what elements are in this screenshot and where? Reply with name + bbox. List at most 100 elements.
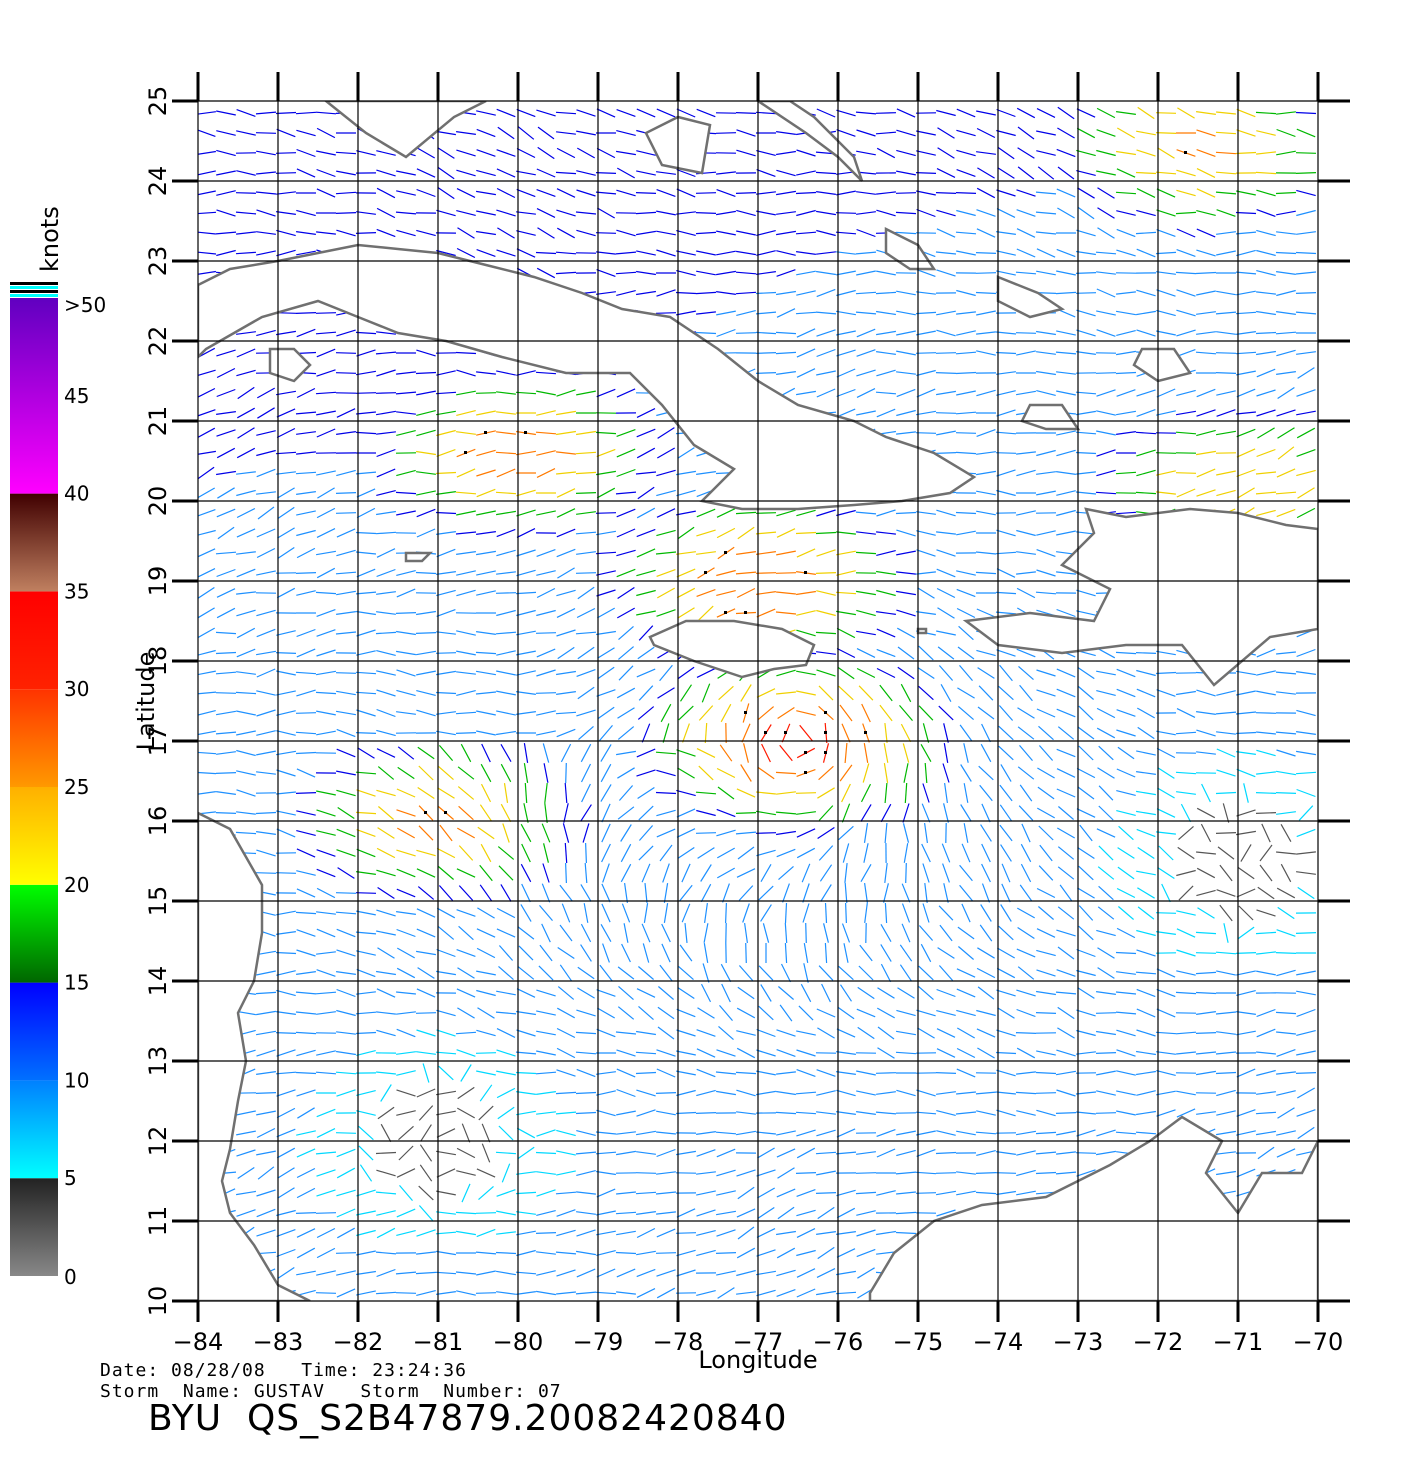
wind-vector — [1135, 431, 1157, 435]
wind-vector — [1136, 188, 1156, 198]
wind-vector — [1176, 690, 1196, 696]
wind-vector — [296, 387, 316, 399]
wind-vector — [776, 1269, 796, 1277]
wind-vector — [536, 1010, 556, 1016]
wind-vector — [597, 207, 615, 219]
wind-vector — [636, 769, 656, 777]
wind-vector — [356, 488, 376, 498]
wind-vector — [636, 1227, 656, 1239]
wind-vector — [416, 928, 436, 938]
wind-vector — [996, 231, 1016, 235]
wind-vector — [1178, 825, 1194, 841]
wind-vector — [676, 250, 696, 256]
wind-vector — [976, 1110, 996, 1116]
y-tick-label: 18 — [144, 646, 172, 677]
wind-vector — [1275, 792, 1297, 794]
wind-vector — [537, 227, 555, 239]
wind-vector — [1115, 1131, 1137, 1135]
wind-vector — [336, 229, 356, 237]
wind-vector — [696, 270, 716, 276]
wind-vector — [576, 1009, 596, 1017]
wind-vector — [1296, 1109, 1316, 1117]
rain-flag — [804, 571, 807, 574]
wind-vector — [657, 427, 675, 439]
wind-vector — [357, 747, 375, 759]
wind-vector — [316, 1169, 336, 1177]
wind-vector — [595, 191, 617, 195]
wind-vector — [915, 1171, 937, 1175]
wind-vector — [399, 1185, 413, 1201]
wind-vector — [995, 1051, 1017, 1055]
wind-vector — [696, 1131, 716, 1135]
wind-vector — [736, 230, 756, 236]
wind-vector — [755, 572, 777, 574]
colorbar-band — [10, 591, 58, 690]
wind-vector — [198, 111, 216, 115]
wind-vector — [376, 207, 396, 219]
wind-vector — [1136, 248, 1156, 258]
wind-vector — [236, 348, 256, 358]
wind-vector — [535, 251, 557, 255]
wind-vector — [676, 510, 696, 516]
wind-vector — [376, 490, 396, 496]
wind-vector — [938, 705, 954, 721]
wind-vector — [235, 251, 257, 255]
wind-vector — [1136, 409, 1156, 417]
wind-vector — [495, 1251, 517, 1255]
wind-vector — [1236, 690, 1256, 696]
wind-vector — [215, 671, 237, 675]
wind-vector — [336, 849, 356, 857]
coastline-cuba — [198, 243, 977, 511]
wind-vector — [376, 169, 396, 177]
wind-vector — [779, 744, 793, 762]
wind-vector — [1115, 951, 1137, 955]
wind-vector — [396, 669, 416, 677]
wind-vector — [316, 567, 336, 579]
wind-vector — [839, 764, 853, 782]
wind-vector — [457, 967, 475, 979]
coastline-jamaica — [648, 619, 816, 679]
wind-vector — [755, 372, 777, 374]
wind-vector — [1155, 1031, 1177, 1035]
wind-vector — [596, 1250, 616, 1256]
wind-vector — [656, 1110, 676, 1116]
wind-vector — [596, 291, 616, 295]
wind-vector — [276, 810, 296, 816]
wind-vector — [376, 568, 396, 578]
wind-vector — [396, 1011, 416, 1015]
colorbar-label: 10 — [64, 1068, 89, 1092]
wind-vector — [376, 331, 396, 335]
wind-vector — [276, 427, 296, 439]
wind-vector — [995, 591, 1017, 595]
wind-vector — [502, 823, 510, 843]
wind-vector — [743, 743, 749, 763]
y-tick-label: 11 — [144, 1206, 172, 1237]
wind-vector — [215, 651, 237, 655]
wind-vector — [1016, 1071, 1036, 1075]
wind-vector — [375, 531, 397, 535]
wind-vector — [396, 371, 416, 375]
wind-vector — [1000, 844, 1012, 862]
wind-vector — [918, 925, 934, 941]
wind-vector — [996, 208, 1016, 218]
wind-vector — [1035, 191, 1057, 195]
wind-vector — [1057, 106, 1075, 120]
wind-vector — [796, 828, 816, 838]
wind-vector — [959, 724, 973, 742]
wind-vector — [235, 691, 257, 695]
wind-vector — [516, 188, 536, 198]
wind-vector — [1236, 108, 1256, 118]
wind-vector — [1137, 707, 1155, 719]
wind-vector — [475, 1251, 497, 1255]
wind-vector — [336, 528, 356, 538]
wind-vector — [216, 751, 236, 755]
wind-vector — [436, 970, 456, 976]
wind-vector — [316, 231, 336, 235]
colorbar-cap-stripe — [10, 282, 58, 285]
wind-vector — [935, 452, 957, 454]
wind-vector — [616, 388, 636, 398]
wind-vector — [1156, 470, 1176, 476]
wind-vector — [438, 866, 454, 880]
wind-vector — [1276, 1130, 1296, 1136]
wind-vector — [436, 1009, 456, 1017]
